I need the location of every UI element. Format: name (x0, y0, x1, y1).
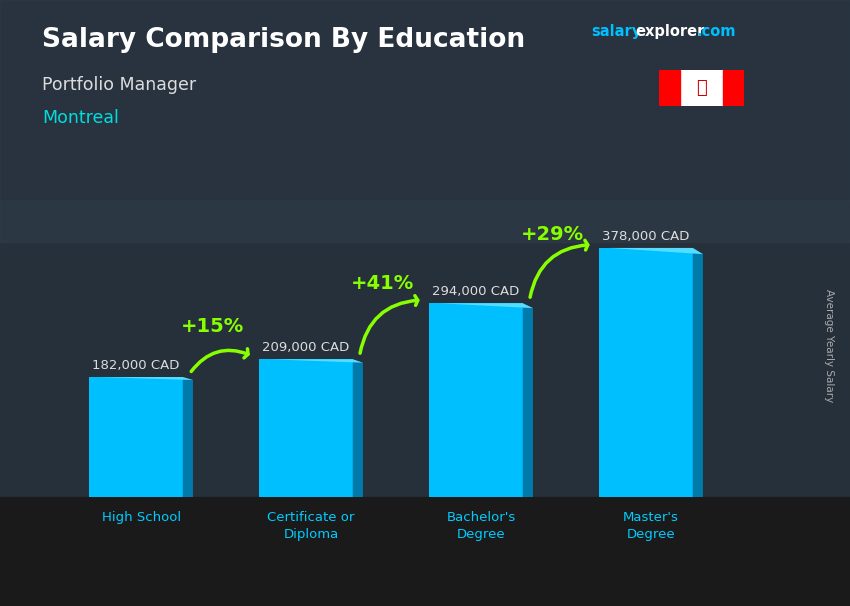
Polygon shape (353, 359, 363, 501)
Bar (659, 70, 680, 106)
Text: Montreal: Montreal (42, 109, 119, 127)
Polygon shape (599, 248, 693, 497)
Text: salary: salary (591, 24, 641, 39)
Polygon shape (183, 377, 193, 500)
Text: Certificate or
Diploma: Certificate or Diploma (268, 511, 354, 541)
Bar (0, 497, 850, 606)
Text: 182,000 CAD: 182,000 CAD (93, 359, 179, 371)
Text: 294,000 CAD: 294,000 CAD (433, 285, 519, 298)
Text: +15%: +15% (181, 317, 244, 336)
Polygon shape (429, 303, 523, 497)
Text: Salary Comparison By Education: Salary Comparison By Education (42, 27, 525, 53)
Polygon shape (89, 377, 193, 380)
Text: High School: High School (101, 511, 181, 524)
Text: Bachelor's
Degree: Bachelor's Degree (446, 511, 516, 541)
Text: 378,000 CAD: 378,000 CAD (603, 230, 689, 242)
Polygon shape (259, 359, 353, 497)
Text: 🍁: 🍁 (696, 79, 706, 97)
Polygon shape (259, 359, 363, 363)
Text: +41%: +41% (351, 275, 414, 293)
Bar (722, 70, 744, 106)
Text: Master's
Degree: Master's Degree (623, 511, 679, 541)
Text: 209,000 CAD: 209,000 CAD (263, 341, 349, 354)
Bar (0, 200, 850, 533)
Bar (0, 0, 850, 242)
Text: Portfolio Manager: Portfolio Manager (42, 76, 196, 94)
Polygon shape (429, 303, 533, 308)
Text: .com: .com (697, 24, 736, 39)
Text: Average Yearly Salary: Average Yearly Salary (824, 289, 834, 402)
Polygon shape (89, 377, 183, 497)
Polygon shape (523, 303, 533, 502)
Polygon shape (693, 248, 703, 503)
Polygon shape (599, 248, 703, 254)
Text: explorer: explorer (636, 24, 705, 39)
Text: +29%: +29% (521, 225, 584, 244)
